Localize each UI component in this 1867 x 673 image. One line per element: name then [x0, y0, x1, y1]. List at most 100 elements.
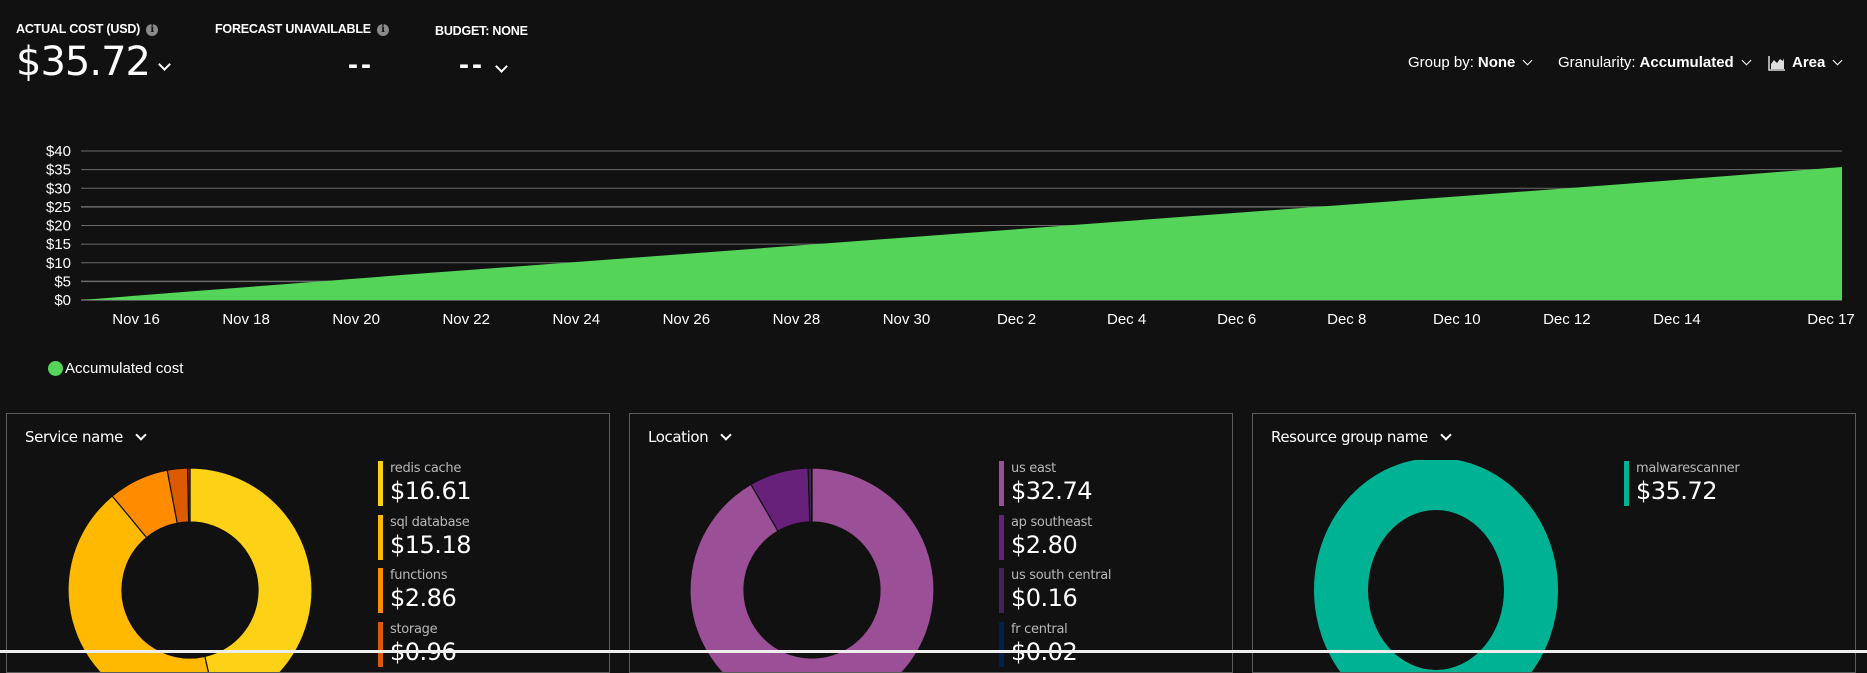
- granularity-label: Granularity:: [1558, 54, 1636, 71]
- chevron-down-icon: [1833, 55, 1843, 65]
- legend-item[interactable]: us south central$0.16: [999, 568, 1111, 622]
- legend-color-bar: [378, 515, 383, 560]
- actual-cost-dropdown[interactable]: $35.72: [16, 42, 169, 82]
- y-tick-label: $0: [54, 292, 71, 309]
- budget-value: --: [459, 48, 485, 82]
- legend-item[interactable]: malwarescanner$35.72: [1624, 461, 1739, 515]
- chevron-down-icon: [1523, 55, 1533, 65]
- x-tick-label: Dec 6: [1217, 311, 1256, 328]
- legend-item[interactable]: storage$0.96: [378, 622, 471, 673]
- legend-color-bar: [999, 568, 1004, 613]
- granularity-dropdown[interactable]: Granularity: Accumulated: [1558, 54, 1750, 71]
- legend-color-bar: [999, 622, 1004, 667]
- legend-color-bar: [1624, 461, 1629, 506]
- y-tick-label: $40: [46, 143, 71, 160]
- legend-label: Accumulated cost: [65, 360, 183, 377]
- actual-cost-label: ACTUAL COST (USD): [16, 22, 140, 36]
- legend-item-value: $35.72: [1636, 477, 1739, 505]
- resource-group-dropdown[interactable]: Resource group name: [1271, 428, 1450, 446]
- x-tick-label: Nov 26: [663, 311, 711, 328]
- group-by-label: Group by:: [1408, 54, 1474, 71]
- chevron-down-icon: [158, 58, 171, 71]
- x-tick-label: Nov 18: [222, 311, 270, 328]
- legend-color-bar: [378, 622, 383, 667]
- group-by-dropdown[interactable]: Group by: None: [1408, 54, 1531, 71]
- budget-label: BUDGET: NONE: [435, 24, 528, 38]
- actual-cost-kpi: ACTUAL COST (USD) i $35.72: [16, 22, 169, 82]
- panel-title: Location: [648, 428, 708, 446]
- chart-type-dropdown[interactable]: Area: [1768, 54, 1841, 71]
- actual-cost-value: $35.72: [16, 42, 150, 82]
- budget-dropdown[interactable]: --: [459, 48, 506, 82]
- y-tick-label: $20: [46, 218, 71, 235]
- legend-item-name: fr central: [1011, 622, 1111, 638]
- panel-title: Resource group name: [1271, 428, 1428, 446]
- x-tick-label: Dec 8: [1327, 311, 1366, 328]
- legend-item[interactable]: redis cache$16.61: [378, 461, 471, 515]
- chevron-down-icon: [1741, 55, 1751, 65]
- forecast-label: FORECAST UNAVAILABLE: [215, 22, 371, 36]
- x-tick-label: Dec 10: [1433, 311, 1481, 328]
- legend-item-name: storage: [390, 622, 471, 638]
- legend-color-bar: [378, 568, 383, 613]
- legend-item-name: ap southeast: [1011, 515, 1111, 531]
- info-icon[interactable]: i: [377, 24, 389, 36]
- legend-item-name: us east: [1011, 461, 1111, 477]
- area-chart-icon: [1768, 55, 1786, 71]
- legend-item-name: sql database: [390, 515, 471, 531]
- chevron-down-icon: [135, 429, 146, 440]
- y-tick-label: $5: [54, 273, 71, 290]
- location-donut: [682, 460, 942, 673]
- x-tick-label: Dec 14: [1653, 311, 1701, 328]
- chart-legend[interactable]: Accumulated cost: [48, 360, 183, 377]
- area-series: [81, 167, 1842, 300]
- donut-hole: [744, 522, 880, 658]
- y-tick-label: $35: [46, 162, 71, 179]
- service-donut: [60, 460, 320, 673]
- budget-kpi: BUDGET: NONE --: [435, 24, 528, 38]
- legend-item[interactable]: us east$32.74: [999, 461, 1111, 515]
- x-tick-label: Nov 22: [442, 311, 490, 328]
- legend-color-bar: [999, 515, 1004, 560]
- x-tick-label: Nov 28: [773, 311, 821, 328]
- legend-item-value: $32.74: [1011, 477, 1111, 505]
- chart-type-value: Area: [1792, 54, 1825, 71]
- x-tick-label: Nov 24: [553, 311, 601, 328]
- legend-item[interactable]: fr central$0.02: [999, 622, 1111, 673]
- legend-item-value: $0.16: [1011, 584, 1111, 612]
- granularity-value: Accumulated: [1640, 54, 1734, 71]
- legend-item[interactable]: ap southeast$2.80: [999, 515, 1111, 569]
- donut-slice[interactable]: [188, 468, 190, 522]
- x-tick-label: Dec 2: [997, 311, 1036, 328]
- x-tick-label: Nov 20: [332, 311, 380, 328]
- y-tick-label: $30: [46, 180, 71, 197]
- legend-item-value: $15.18: [390, 531, 471, 559]
- forecast-value: --: [348, 48, 374, 82]
- y-tick-label: $25: [46, 199, 71, 216]
- legend-color-bar: [999, 461, 1004, 506]
- area-series-fill: [81, 167, 1842, 300]
- group-by-value: None: [1478, 54, 1516, 71]
- chevron-down-icon: [1440, 429, 1451, 440]
- info-icon[interactable]: i: [146, 24, 158, 36]
- location-dropdown[interactable]: Location: [648, 428, 730, 446]
- y-tick-label: $10: [46, 255, 71, 272]
- y-axis: $0 $5$10 $15$20 $25 $30$35 $40: [46, 143, 71, 309]
- legend-item-value: $2.86: [390, 584, 471, 612]
- x-tick-label: Nov 16: [112, 311, 160, 328]
- legend-item-name: redis cache: [390, 461, 471, 477]
- legend-item-name: malwarescanner: [1636, 461, 1739, 477]
- chevron-down-icon: [495, 60, 508, 73]
- service-name-dropdown[interactable]: Service name: [25, 428, 145, 446]
- legend-item[interactable]: functions$2.86: [378, 568, 471, 622]
- y-tick-label: $15: [46, 236, 71, 253]
- legend-item-name: us south central: [1011, 568, 1111, 584]
- panel-title: Service name: [25, 428, 123, 446]
- legend-item-name: functions: [390, 568, 471, 584]
- legend-item[interactable]: sql database$15.18: [378, 515, 471, 569]
- resource-group-legend: malwarescanner$35.72: [1624, 461, 1739, 515]
- accumulated-cost-chart: $0 $5$10 $15$20 $25 $30$35 $40 Nov 16 Nov 18 No…: [0, 130, 1867, 340]
